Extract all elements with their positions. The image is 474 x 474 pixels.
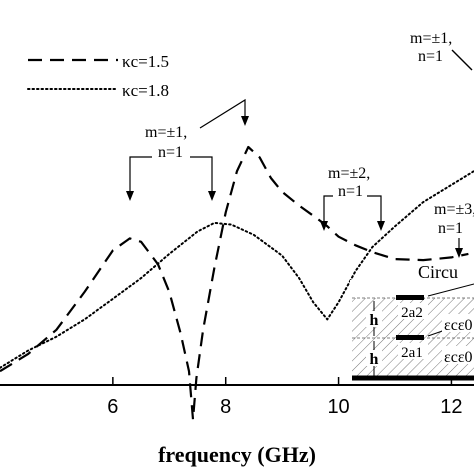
h-label-bg-lower bbox=[366, 350, 382, 366]
annotation-m1b-line2: n=1 bbox=[418, 48, 443, 65]
arrowhead-icon bbox=[241, 116, 249, 126]
x-tick-label: 12 bbox=[440, 396, 462, 418]
width-label-upper: 2a2 bbox=[401, 305, 423, 321]
legend-label-1: κc=1.5 bbox=[122, 52, 169, 71]
annotation-m2-leader bbox=[323, 195, 333, 223]
x-tick-label: 8 bbox=[220, 396, 231, 418]
eps-label-bg-upper bbox=[442, 314, 474, 332]
eps-label-lower: εcε0 bbox=[444, 349, 473, 366]
x-ticks: 6 8 10 12 bbox=[107, 377, 463, 418]
h-label-bg-upper bbox=[366, 311, 382, 327]
annotation-m3-line1: m=±3, bbox=[434, 201, 474, 218]
eps-label-upper: εcε0 bbox=[444, 317, 473, 334]
annotation-m2-line1: m=±2, bbox=[328, 165, 370, 182]
series-layer bbox=[0, 145, 474, 421]
h-label-upper: h bbox=[370, 312, 379, 329]
series-line-2 bbox=[0, 170, 474, 369]
w-label-bg-lower bbox=[398, 343, 428, 359]
annotation-m1b-leader bbox=[451, 49, 473, 71]
strip-lower bbox=[396, 335, 424, 340]
x-axis-title: frequency (GHz) bbox=[158, 442, 316, 467]
annotation-m1: m=±1, n=1 bbox=[126, 98, 249, 201]
arrowhead-icon bbox=[208, 191, 216, 201]
circuit-label: Circu bbox=[418, 262, 458, 282]
annotation-m1-line1: m=±1, bbox=[145, 124, 187, 141]
arrowhead-icon bbox=[377, 221, 385, 231]
pointer-upper bbox=[427, 283, 474, 297]
h-label-lower: h bbox=[370, 351, 379, 368]
annotation-m1-leader bbox=[129, 156, 152, 193]
width-label-lower: 2a1 bbox=[401, 345, 423, 361]
circuit-inset: Circu h h 2a2 2a1 εcε0 εcε0 bbox=[350, 262, 474, 381]
legend-label-2: κc=1.8 bbox=[122, 81, 169, 100]
annotation-m3-line2: n=1 bbox=[438, 220, 463, 237]
annotation-m1-line2: n=1 bbox=[158, 144, 183, 161]
x-tick-label: 6 bbox=[107, 396, 118, 418]
annotation-m3: m=±3, n=1 bbox=[434, 201, 474, 258]
arrowhead-icon bbox=[455, 248, 463, 258]
eps-label-bg-lower bbox=[442, 346, 474, 364]
annotation-m1-leader-right bbox=[190, 156, 213, 193]
annotation-m1-leader-top bbox=[199, 98, 246, 129]
annotation-m2: m=±2, n=1 bbox=[320, 165, 385, 231]
series-line-1 bbox=[0, 145, 469, 421]
annotation-m2-leader-right bbox=[367, 195, 382, 223]
arrowhead-icon bbox=[126, 191, 134, 201]
arrowhead-icon bbox=[320, 221, 328, 231]
annotation-m1-top-right: m=±1, n=1 bbox=[410, 30, 473, 71]
w-label-bg-upper bbox=[398, 303, 428, 319]
legend: κc=1.5 κc=1.8 bbox=[27, 52, 169, 100]
annotation-m2-line2: n=1 bbox=[338, 183, 363, 200]
annotation-m1b-line1: m=±1, bbox=[410, 30, 452, 47]
strip-upper bbox=[396, 295, 424, 300]
x-tick-label: 10 bbox=[327, 396, 349, 418]
